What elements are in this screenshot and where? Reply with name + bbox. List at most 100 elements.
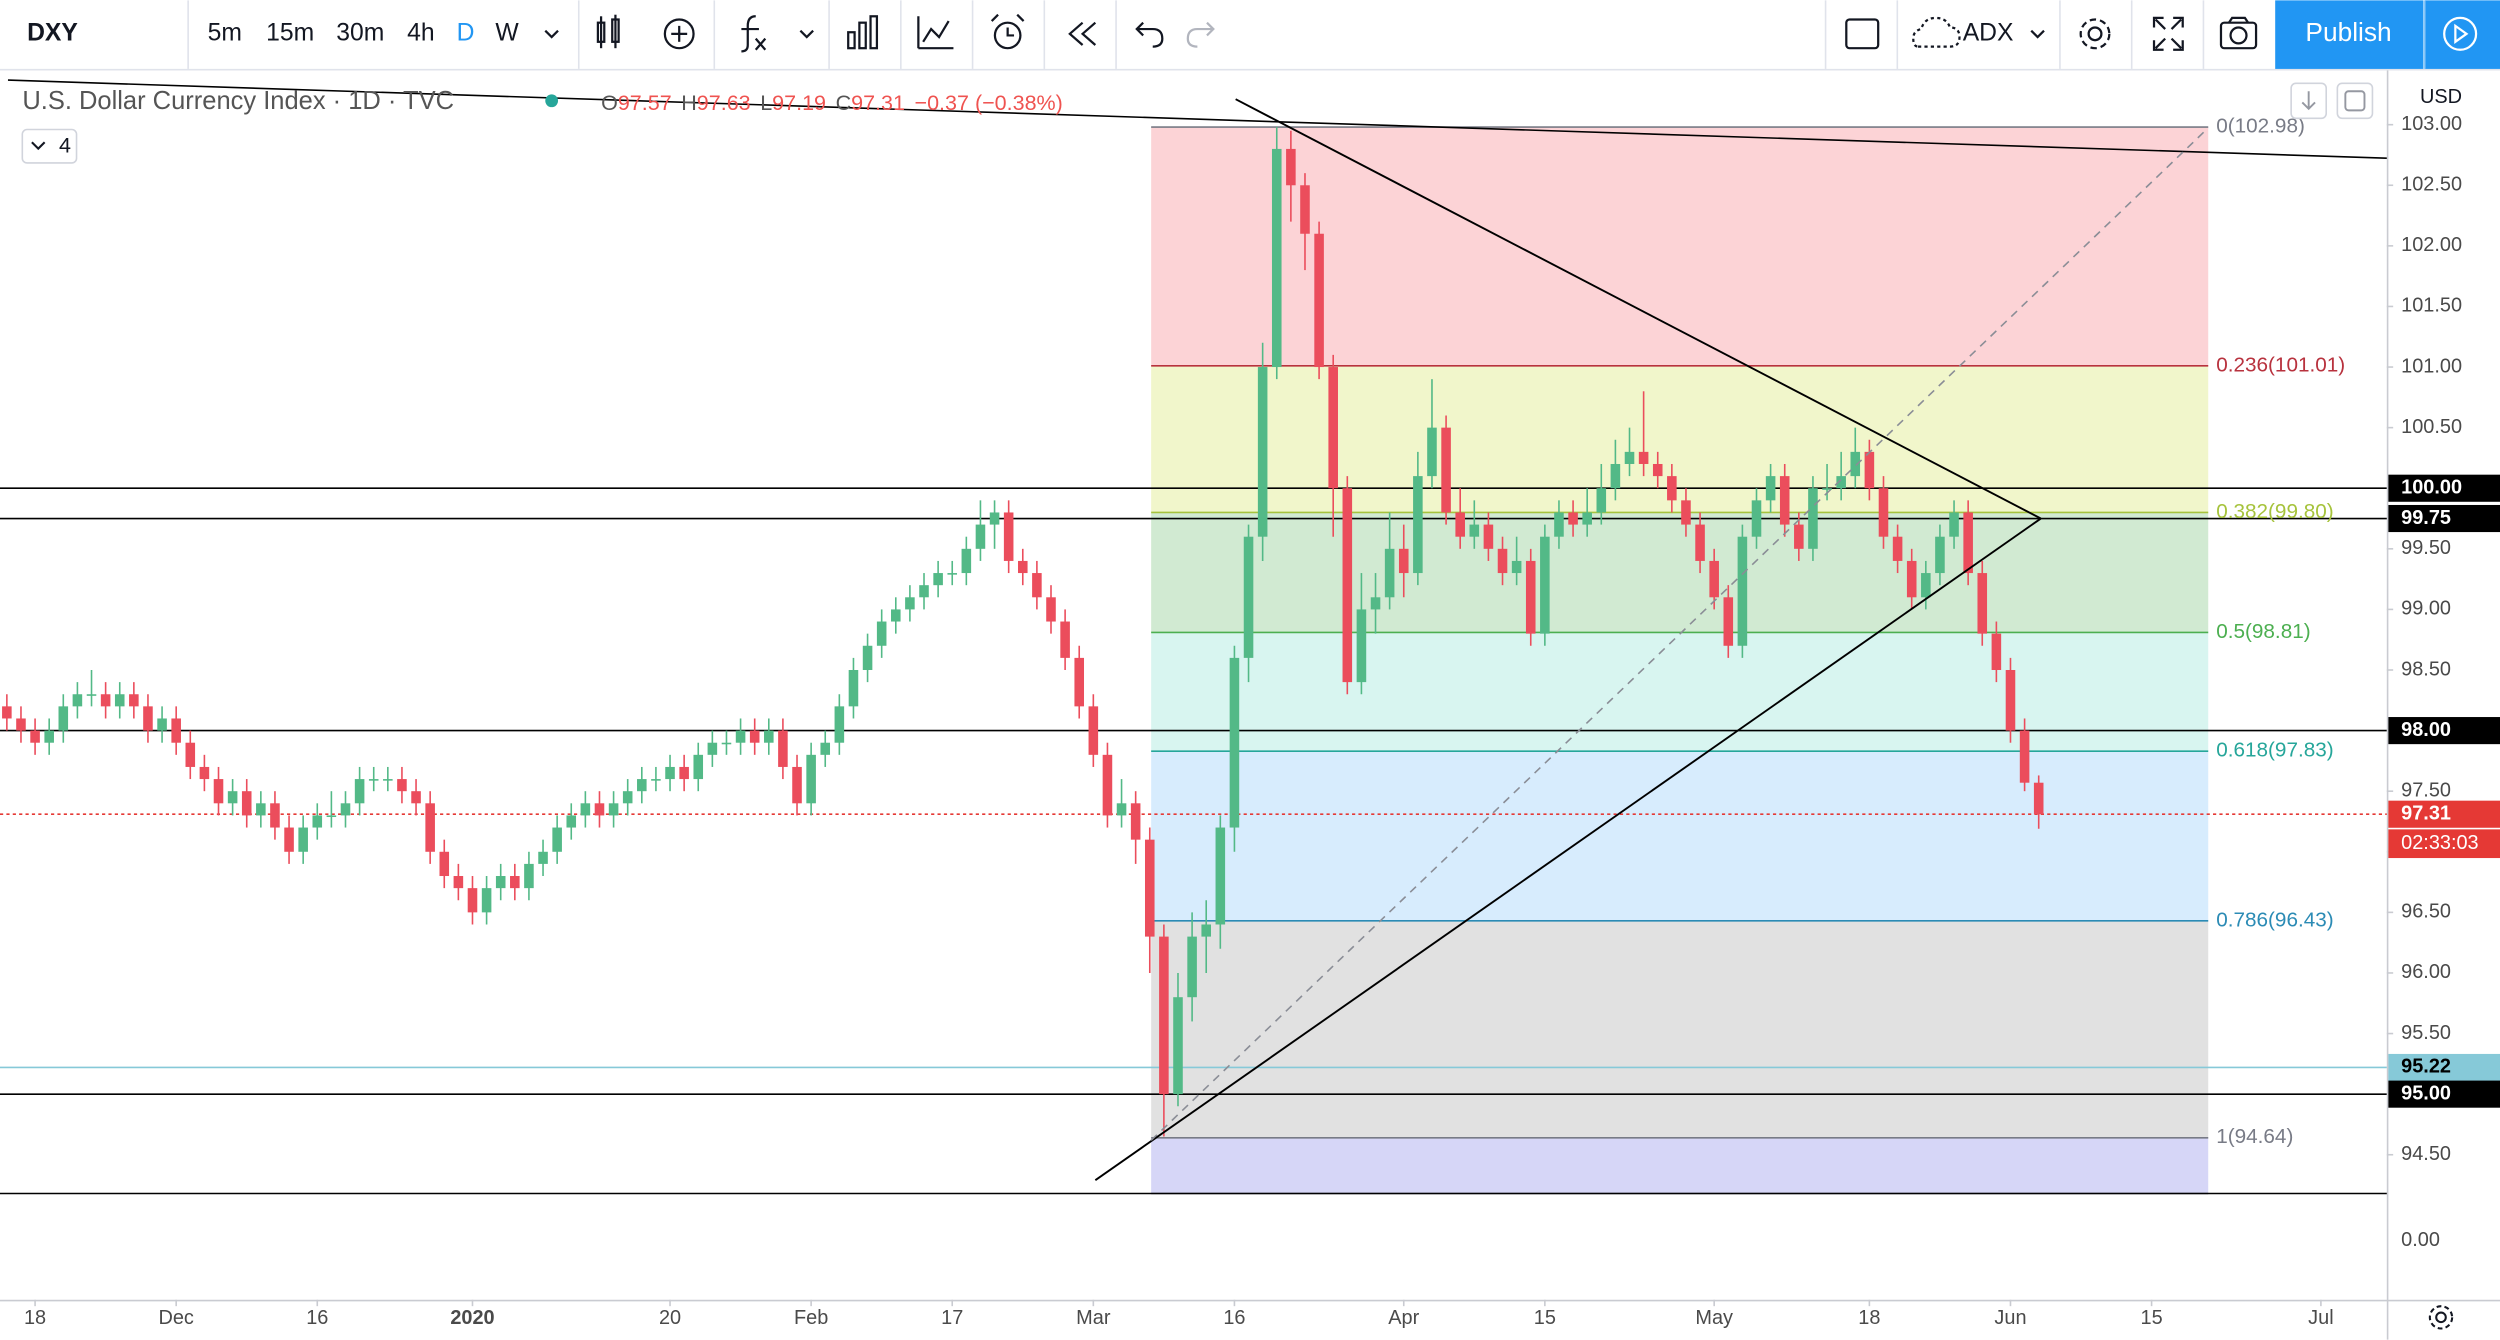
- candle-body: [1737, 536, 1748, 646]
- ohlc-value: 97.19: [772, 91, 826, 115]
- price-label-box: [2388, 1053, 2500, 1082]
- x-tick-label: 16: [306, 1307, 328, 1329]
- interval[interactable]: 5m: [208, 19, 242, 46]
- candle-body: [326, 815, 337, 818]
- fib-zones: [1151, 126, 2209, 1195]
- axis-settings[interactable]: [2428, 1305, 2454, 1330]
- fib-zone: [1151, 1137, 2209, 1194]
- fib-label: 0(102.98): [2216, 115, 2305, 138]
- symbol[interactable]: DXY: [27, 19, 78, 46]
- change: −0.37 (−0.38%): [915, 91, 1063, 115]
- compare-button[interactable]: [663, 18, 695, 50]
- candle-body: [1441, 427, 1451, 513]
- snapshot-button[interactable]: [2219, 16, 2258, 50]
- x-tick-label: Apr: [1388, 1307, 1419, 1329]
- candle-body: [989, 512, 1000, 525]
- candle-body: [749, 730, 760, 743]
- candle-body: [411, 791, 421, 804]
- candle-body: [1610, 463, 1621, 489]
- candle-body: [552, 827, 562, 852]
- candle-body: [100, 694, 111, 707]
- candle-body: [947, 573, 958, 575]
- candle-body: [1159, 936, 1169, 1095]
- template-menu[interactable]: [2030, 29, 2045, 39]
- currency-label: USD: [2420, 86, 2462, 108]
- candle-body: [1173, 997, 1183, 1095]
- candle-body: [1779, 476, 1790, 525]
- candle-body: [891, 609, 901, 622]
- price-label-box: [2388, 1080, 2500, 1108]
- candle-body: [2019, 730, 2030, 783]
- y-tick-label: 100.50: [2401, 416, 2462, 438]
- alert-button[interactable]: [990, 13, 1025, 50]
- candle-body: [383, 779, 393, 781]
- ohlc-prefix: C: [836, 91, 852, 115]
- candle-body: [1088, 706, 1099, 755]
- candle-body: [1921, 573, 1931, 598]
- candle-body: [354, 779, 365, 804]
- candle-body: [312, 815, 323, 828]
- fullscreen-button[interactable]: [2152, 16, 2184, 51]
- candle-body: [834, 706, 845, 743]
- financials-button[interactable]: [847, 15, 879, 50]
- candle-body: [1201, 924, 1211, 937]
- x-tick-label: 18: [24, 1307, 46, 1329]
- fib-zone: [1151, 512, 2209, 633]
- publish-button[interactable]: [2275, 0, 2424, 69]
- candle-body: [256, 803, 266, 816]
- candle-body: [608, 803, 619, 816]
- candle-body: [1949, 512, 1959, 537]
- candle-body: [1906, 560, 1917, 598]
- ohlc-value: 97.31: [851, 91, 905, 115]
- candle-body: [1328, 367, 1338, 489]
- replay-button[interactable]: [1068, 21, 1097, 46]
- settings-button[interactable]: [2079, 18, 2111, 50]
- interval[interactable]: 30m: [336, 19, 384, 46]
- interval[interactable]: 4h: [407, 19, 434, 46]
- candle-body: [1864, 451, 1875, 489]
- templates-button[interactable]: [917, 16, 954, 50]
- cloud-button[interactable]: [1912, 16, 1961, 48]
- interval-menu[interactable]: [544, 29, 559, 39]
- x-tick-label: 20: [659, 1307, 681, 1329]
- ohlc-value: 97.63: [697, 91, 751, 115]
- candle-body: [298, 827, 308, 852]
- x-tick-label: 2020: [450, 1307, 494, 1329]
- chart-type-button[interactable]: [596, 14, 620, 49]
- x-tick-label: Dec: [158, 1307, 193, 1329]
- y-tick-label: 101.00: [2401, 355, 2462, 377]
- price-label: 98.00: [2401, 719, 2451, 741]
- y-tick-label: 95.50: [2401, 1022, 2451, 1044]
- candle-body: [1257, 367, 1268, 537]
- x-tick-label: Jun: [1994, 1307, 2026, 1329]
- redo-button[interactable]: [1186, 21, 1215, 48]
- candle-body: [637, 779, 647, 792]
- candle-body: [1032, 573, 1042, 598]
- candle-body: [1723, 597, 1734, 646]
- publish-label[interactable]: Publish: [2305, 17, 2391, 47]
- x-tick-label: Jul: [2308, 1307, 2333, 1329]
- interval[interactable]: 15m: [266, 19, 314, 46]
- layout-button[interactable]: [1845, 18, 1880, 50]
- candle-body: [1229, 657, 1240, 828]
- candle-body: [58, 706, 69, 731]
- fib-label: 0.5(98.81): [2216, 620, 2310, 643]
- candle-body: [905, 597, 915, 610]
- candle-body: [1370, 597, 1381, 610]
- candle-body: [1144, 839, 1155, 937]
- candle-body: [1554, 512, 1564, 537]
- play-button[interactable]: [2425, 0, 2500, 69]
- pane-maximize-button[interactable]: [2336, 82, 2374, 120]
- candle-body: [1342, 488, 1353, 683]
- candle-body: [114, 694, 125, 707]
- template-name[interactable]: ADX: [1963, 19, 2014, 46]
- candle-body: [1116, 803, 1127, 816]
- candle-body: [1935, 536, 1945, 574]
- interval[interactable]: W: [495, 19, 519, 46]
- candle-body: [1624, 451, 1635, 464]
- interval-active[interactable]: D: [457, 19, 475, 46]
- indicators-button[interactable]: [741, 15, 814, 53]
- candle-body: [213, 779, 224, 804]
- undo-button[interactable]: [1135, 21, 1164, 48]
- indicators-toggle[interactable]: [21, 128, 78, 164]
